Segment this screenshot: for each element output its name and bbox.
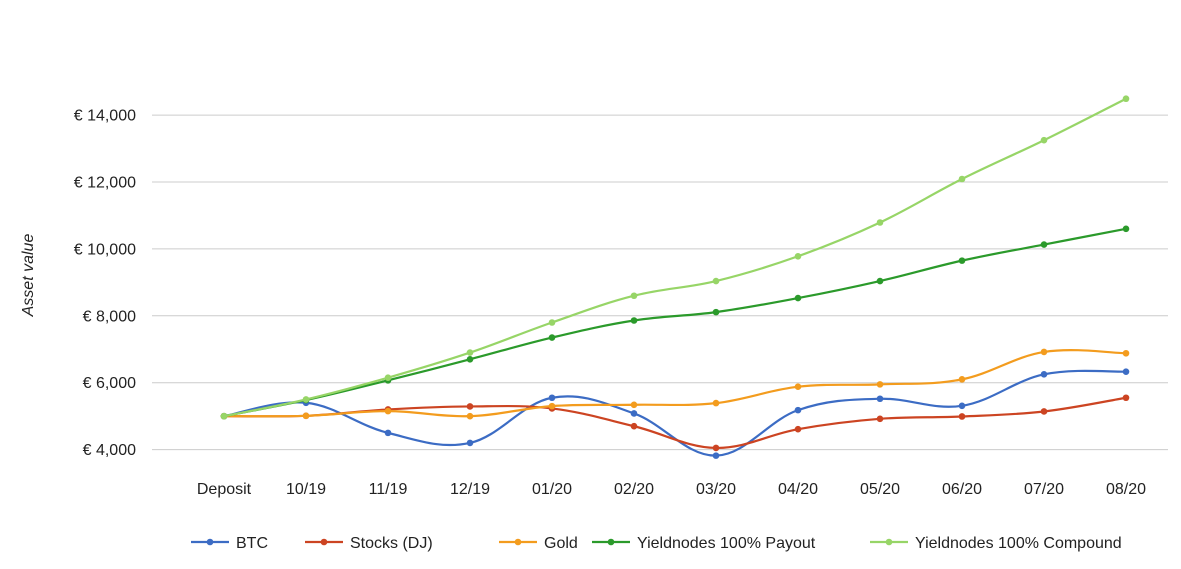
data-point bbox=[548, 402, 556, 410]
series-line bbox=[223, 227, 1127, 418]
series-line bbox=[223, 97, 1127, 418]
data-point bbox=[630, 317, 638, 324]
data-point bbox=[794, 425, 802, 433]
data-point bbox=[1122, 95, 1130, 103]
legend-swatch-marker bbox=[607, 538, 615, 546]
x-tick-label: 07/20 bbox=[1024, 481, 1064, 498]
series-yieldnodes-100-compound bbox=[220, 95, 1130, 420]
data-point bbox=[630, 401, 638, 409]
y-tick-label: € 10,000 bbox=[74, 241, 136, 258]
x-axis-tick-labels: Deposit 10/19 11/19 12/19 01/20 02/20 03/20 04/… bbox=[197, 481, 1146, 498]
y-tick-label: € 8,000 bbox=[83, 308, 136, 325]
data-point bbox=[1122, 394, 1130, 402]
x-tick-label: 11/19 bbox=[369, 481, 408, 498]
data-point bbox=[1122, 225, 1130, 233]
data-point bbox=[384, 407, 392, 415]
x-tick-label: 12/19 bbox=[450, 481, 490, 498]
data-point bbox=[876, 415, 884, 423]
y-tick-label: € 4,000 bbox=[83, 442, 136, 459]
legend-label: Stocks (DJ) bbox=[350, 535, 433, 552]
data-point bbox=[548, 319, 556, 326]
data-point bbox=[630, 422, 638, 430]
legend-swatch-marker bbox=[320, 538, 328, 546]
data-point bbox=[630, 410, 638, 417]
series-lines bbox=[220, 95, 1130, 459]
legend-item-stocks-dj[interactable]: Stocks (DJ) bbox=[305, 535, 433, 552]
data-point bbox=[1122, 368, 1130, 375]
data-point bbox=[466, 403, 474, 410]
data-point bbox=[1040, 136, 1048, 144]
data-point bbox=[302, 396, 310, 403]
data-point bbox=[876, 277, 884, 285]
legend-item-yieldnodes-100-payout[interactable]: Yieldnodes 100% Payout bbox=[592, 535, 816, 552]
legend-label: Yieldnodes 100% Payout bbox=[637, 535, 816, 552]
series-line bbox=[223, 349, 1127, 418]
data-point bbox=[794, 294, 802, 302]
x-tick-label: 02/20 bbox=[614, 481, 654, 498]
data-point bbox=[302, 412, 310, 420]
y-tick-label: € 12,000 bbox=[74, 175, 136, 192]
data-point bbox=[1122, 349, 1130, 357]
x-tick-label: Deposit bbox=[197, 481, 252, 498]
data-point bbox=[794, 252, 802, 260]
data-point bbox=[958, 402, 966, 410]
data-point bbox=[958, 175, 966, 183]
x-tick-label: 05/20 bbox=[860, 481, 900, 498]
data-point bbox=[794, 406, 802, 414]
data-point bbox=[1040, 408, 1048, 415]
legend-item-btc[interactable]: BTC bbox=[191, 535, 268, 552]
y-axis-tick-labels: € 4,000 € 6,000 € 8,000 € 10,000 € 12,000 € 1… bbox=[74, 108, 136, 459]
data-point bbox=[958, 257, 966, 264]
y-tick-label: € 14,000 bbox=[74, 108, 136, 125]
data-point bbox=[958, 413, 966, 420]
legend-swatch-marker bbox=[514, 538, 522, 546]
data-point bbox=[630, 292, 638, 300]
x-tick-label: 06/20 bbox=[942, 481, 982, 498]
data-point bbox=[466, 355, 474, 363]
data-point bbox=[712, 308, 720, 316]
x-tick-label: 04/20 bbox=[778, 481, 818, 498]
data-point bbox=[712, 399, 720, 407]
series-line bbox=[223, 396, 1127, 450]
data-point bbox=[548, 394, 556, 402]
series-yieldnodes-100-payout bbox=[220, 225, 1130, 420]
data-point bbox=[466, 439, 474, 447]
data-point bbox=[712, 452, 720, 459]
x-tick-label: 01/20 bbox=[532, 481, 572, 498]
legend-item-gold[interactable]: Gold bbox=[499, 535, 578, 552]
data-point bbox=[466, 349, 474, 356]
legend-item-yieldnodes-100-compound[interactable]: Yieldnodes 100% Compound bbox=[870, 535, 1122, 552]
data-point bbox=[384, 374, 392, 381]
legend-label: Yieldnodes 100% Compound bbox=[915, 535, 1122, 552]
legend-swatch-marker bbox=[885, 538, 893, 546]
data-point bbox=[384, 429, 392, 437]
data-point bbox=[958, 376, 966, 383]
y-tick-label: € 6,000 bbox=[83, 375, 136, 392]
legend-label: Gold bbox=[544, 535, 578, 552]
data-point bbox=[466, 412, 474, 420]
legend-label: BTC bbox=[236, 535, 268, 552]
data-point bbox=[712, 277, 720, 285]
gridlines bbox=[152, 114, 1168, 451]
series-stocks-dj bbox=[220, 394, 1130, 452]
data-point bbox=[1040, 371, 1048, 378]
x-tick-label: 08/20 bbox=[1106, 481, 1146, 498]
data-point bbox=[548, 334, 556, 341]
series-btc bbox=[220, 368, 1130, 459]
data-point bbox=[876, 395, 884, 403]
data-point bbox=[1040, 348, 1048, 356]
data-point bbox=[1040, 241, 1048, 248]
data-point bbox=[220, 412, 228, 420]
y-axis-label: Asset value bbox=[20, 234, 37, 318]
legend[interactable]: BTC Stocks (DJ) Gold Yieldnodes 100% Payout… bbox=[191, 535, 1122, 552]
data-point bbox=[876, 381, 884, 388]
x-tick-label: 03/20 bbox=[696, 481, 736, 498]
x-tick-label: 10/19 bbox=[286, 481, 326, 498]
data-point bbox=[712, 444, 720, 452]
data-point bbox=[876, 219, 884, 226]
series-gold bbox=[220, 348, 1130, 420]
data-point bbox=[794, 383, 802, 391]
legend-swatch-marker bbox=[206, 538, 214, 546]
